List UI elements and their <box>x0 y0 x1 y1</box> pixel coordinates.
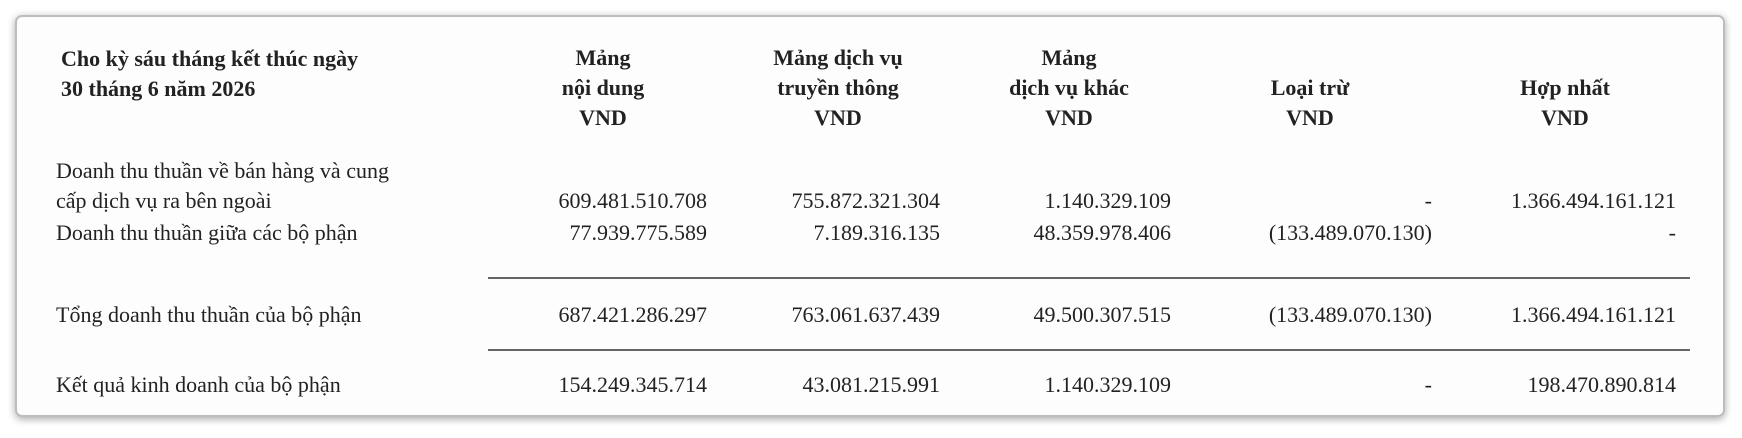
row-label: Doanh thu thuần về bán hàng và cung <box>56 158 389 183</box>
column-header: Mảng <box>576 45 631 70</box>
cell-value: 43.081.215.991 <box>803 372 941 397</box>
cell-value: - <box>1425 188 1432 213</box>
cell-value: 1.140.329.109 <box>1045 188 1172 213</box>
column-header: truyền thông <box>777 75 899 100</box>
card <box>15 15 1725 417</box>
column-header: Mảng <box>1042 45 1097 70</box>
title-line: Cho kỳ sáu tháng kết thúc ngày <box>61 46 358 71</box>
column-header: VND <box>814 105 862 130</box>
cell-value: 77.939.775.589 <box>570 220 708 245</box>
row-label: Tổng doanh thu thuần của bộ phận <box>56 302 362 327</box>
column-header: VND <box>1541 105 1589 130</box>
cell-value: 1.366.494.161.121 <box>1511 188 1676 213</box>
cell-value: 198.470.890.814 <box>1528 372 1677 397</box>
cell-value: 154.249.345.714 <box>559 372 708 397</box>
cell-value: (133.489.070.130) <box>1269 220 1432 245</box>
cell-value: 687.421.286.297 <box>559 302 708 327</box>
cell-value: - <box>1669 220 1676 245</box>
cell-value: 7.189.316.135 <box>814 220 941 245</box>
column-header: Loại trừ <box>1271 75 1350 100</box>
column-header: dịch vụ khác <box>1009 75 1129 100</box>
column-header: VND <box>579 105 627 130</box>
column-header: Mảng dịch vụ <box>773 45 903 70</box>
cell-value: 609.481.510.708 <box>559 188 708 213</box>
cell-value: - <box>1425 372 1432 397</box>
column-header: VND <box>1286 105 1334 130</box>
cell-value: 1.140.329.109 <box>1045 372 1172 397</box>
row-label: Doanh thu thuần giữa các bộ phận <box>56 220 358 245</box>
column-header: Hợp nhất <box>1520 75 1611 100</box>
title-line: 30 tháng 6 năm 2026 <box>61 76 255 101</box>
cell-value: 755.872.321.304 <box>792 188 941 213</box>
column-header: nội dung <box>562 75 645 100</box>
row-label: cấp dịch vụ ra bên ngoài <box>56 188 272 213</box>
cell-value: 1.366.494.161.121 <box>1511 302 1676 327</box>
row-label: Kết quả kinh doanh của bộ phận <box>56 372 341 397</box>
cell-value: 763.061.637.439 <box>792 302 941 327</box>
cell-value: (133.489.070.130) <box>1269 302 1432 327</box>
cell-value: 48.359.978.406 <box>1034 220 1172 245</box>
column-header: VND <box>1045 105 1093 130</box>
cell-value: 49.500.307.515 <box>1034 302 1172 327</box>
